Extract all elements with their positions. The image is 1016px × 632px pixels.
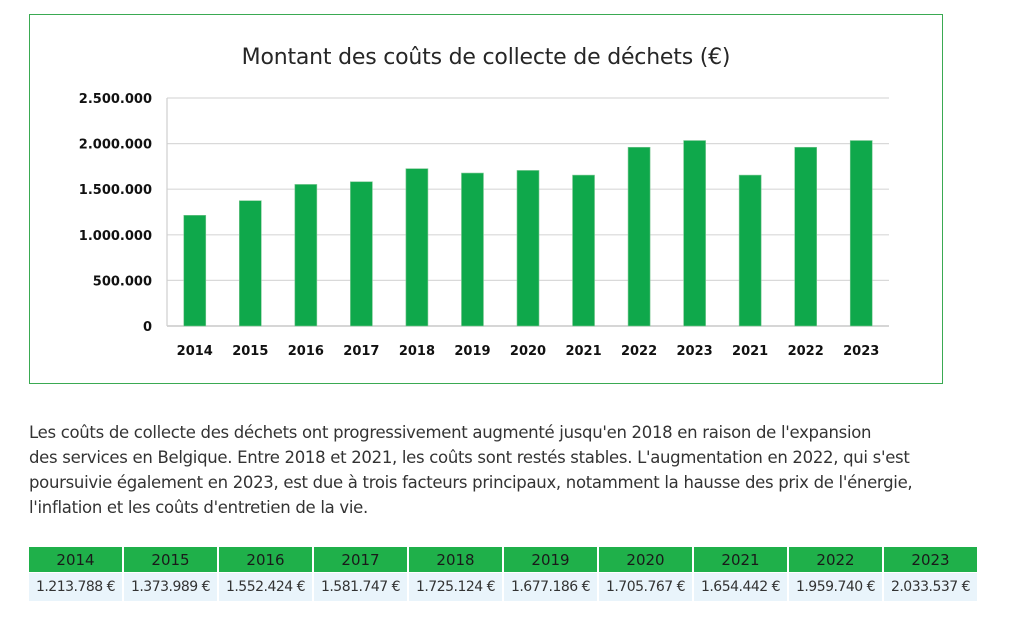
table-cell: 1.373.989 €	[124, 573, 217, 601]
table-header-cell: 2015	[124, 547, 217, 572]
x-tick-label: 2021	[732, 344, 768, 359]
bar	[516, 170, 540, 327]
x-tick-label: 2018	[399, 344, 435, 359]
table-header-cell: 2021	[694, 547, 787, 572]
table-cell: 1.959.740 €	[789, 573, 882, 601]
x-tick-label: 2022	[788, 344, 824, 359]
bar	[683, 140, 706, 327]
chart-frame: Montant des coûts de collecte de déchets…	[29, 14, 943, 384]
y-tick-label: 2.000.000	[79, 138, 152, 153]
table-header-row: 2014 2015 2016 2017 2018 2019 2020 2021 …	[29, 547, 977, 572]
description-line: des services en Belgique. Entre 2018 et …	[29, 448, 910, 467]
bar	[572, 174, 595, 327]
bar	[294, 184, 318, 327]
table-cell: 1.705.767 €	[599, 573, 692, 601]
table-header-cell: 2020	[599, 547, 692, 572]
bar	[183, 215, 207, 327]
x-tick-label: 2017	[343, 344, 379, 359]
x-tick-label: 2023	[843, 344, 879, 359]
table-cell: 1.725.124 €	[409, 573, 502, 601]
description-line: poursuivie également en 2023, est due à …	[29, 473, 913, 492]
x-tick-label: 2014	[177, 344, 213, 359]
table-header-cell: 2018	[409, 547, 502, 572]
x-tick-label: 2021	[565, 344, 601, 359]
x-tick-label: 2019	[454, 344, 490, 359]
bar-chart: 0 500.000 1.000.000 1.500.000 2.000.000 2.500…	[79, 92, 889, 359]
x-tick-label: 2020	[510, 344, 546, 359]
table-header-cell: 2014	[29, 547, 122, 572]
y-tick-label: 500.000	[93, 274, 152, 289]
cost-table: 2014 2015 2016 2017 2018 2019 2020 2021 …	[27, 546, 979, 602]
chart-title: Montant des coûts de collecte de déchets…	[241, 45, 731, 70]
y-tick-label: 1.000.000	[79, 229, 152, 244]
bar	[738, 174, 762, 327]
y-tick-label: 0	[143, 320, 152, 335]
bar	[627, 146, 651, 327]
table-header-cell: 2023	[884, 547, 977, 572]
bar	[461, 172, 484, 327]
table-cell: 2.033.537 €	[884, 573, 977, 601]
description-line: Les coûts de collecte des déchets ont pr…	[29, 423, 872, 442]
bar	[239, 200, 262, 327]
x-tick-label: 2015	[232, 344, 268, 359]
table-cell: 1.581.747 €	[314, 573, 407, 601]
x-tick-label: 2016	[288, 344, 324, 359]
table-cell: 1.552.424 €	[219, 573, 312, 601]
bar	[794, 146, 817, 327]
bar	[849, 140, 873, 327]
y-tick-label: 2.500.000	[79, 92, 152, 107]
x-tick-label: 2023	[677, 344, 713, 359]
table-header-cell: 2022	[789, 547, 882, 572]
description-line: l'inflation et les coûts d'entretien de …	[29, 498, 368, 517]
table-cell: 1.654.442 €	[694, 573, 787, 601]
bar	[350, 181, 373, 327]
table-cell: 1.213.788 €	[29, 573, 122, 601]
table-cell: 1.677.186 €	[504, 573, 597, 601]
table-row: 1.213.788 € 1.373.989 € 1.552.424 € 1.58…	[29, 573, 977, 601]
y-tick-label: 1.500.000	[79, 183, 152, 198]
x-tick-label: 2022	[621, 344, 657, 359]
bar	[405, 168, 429, 327]
table-header-cell: 2017	[314, 547, 407, 572]
table-header-cell: 2019	[504, 547, 597, 572]
table-header-cell: 2016	[219, 547, 312, 572]
description-paragraph: Les coûts de collecte des déchets ont pr…	[29, 420, 929, 520]
